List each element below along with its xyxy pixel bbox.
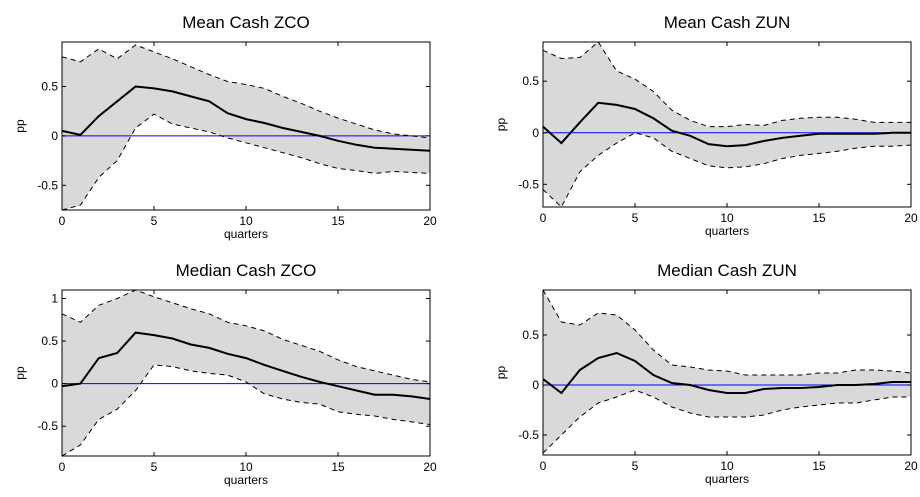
x-tick-label: 15 — [812, 459, 826, 473]
y-tick-label: 0 — [532, 126, 539, 140]
x-tick-label: 20 — [423, 460, 437, 474]
upper-band-line — [61, 44, 431, 139]
estimate-line — [542, 351, 911, 395]
x-tick-label: 5 — [151, 214, 158, 228]
y-tick-label: 0.5 — [522, 74, 539, 88]
panel-mean-cash-zco: 0 5 10 15 20 -0.5 0 0.5 Mean Cash ZCO pp quarte… — [13, 13, 437, 241]
confidence-band — [543, 42, 911, 207]
estimate-line — [61, 85, 431, 152]
panel-mean-cash-zun: 0 5 10 15 20 -0.5 0 0.5 Mean Cash ZUN pp quarte… — [494, 13, 918, 238]
confidence-band — [62, 290, 430, 456]
upper-band-line — [542, 289, 912, 376]
x-tick-label: 0 — [540, 459, 547, 473]
upper-band-line — [542, 41, 911, 128]
estimate-line — [61, 331, 431, 400]
plot-area: 0 5 10 15 20 -0.5 0 0.5 — [37, 41, 437, 228]
x-tick-label: 10 — [720, 211, 734, 225]
chart-title: Mean Cash ZUN — [664, 13, 791, 32]
y-tick-label: -0.5 — [518, 177, 539, 191]
y-tick-label: 0.5 — [41, 79, 58, 93]
x-axis-label: quarters — [224, 227, 268, 241]
x-axis-label: quarters — [705, 224, 749, 238]
y-tick-label: -0.5 — [518, 428, 539, 442]
x-tick-label: 5 — [632, 459, 639, 473]
y-tick-label: 0 — [532, 378, 539, 392]
x-tick-label: 10 — [239, 214, 253, 228]
x-tick-label: 20 — [904, 459, 918, 473]
y-tick-label: 1 — [51, 292, 58, 306]
x-axis-label: quarters — [705, 472, 749, 486]
y-tick-label: -0.5 — [37, 419, 58, 433]
y-axis-label: pp — [13, 119, 27, 133]
x-tick-label: 15 — [812, 211, 826, 225]
y-tick-label: 0 — [51, 129, 58, 143]
x-tick-label: 20 — [423, 214, 437, 228]
chart-title: Median Cash ZUN — [657, 261, 797, 280]
x-tick-label: 5 — [151, 460, 158, 474]
panel-median-cash-zco: 0 5 10 15 20 -0.5 0 0.5 1 Median Cash ZCO pp qua… — [13, 261, 437, 487]
x-tick-label: 10 — [239, 460, 253, 474]
lower-band-line — [61, 364, 431, 457]
x-tick-label: 0 — [540, 211, 547, 225]
x-tick-label: 15 — [331, 460, 345, 474]
confidence-band — [62, 45, 430, 210]
x-tick-label: 10 — [720, 459, 734, 473]
plot-area: 0 5 10 15 20 -0.5 0 0.5 — [518, 289, 918, 473]
panel-median-cash-zun: 0 5 10 15 20 -0.5 0 0.5 Median Cash ZUN pp quar… — [494, 261, 918, 486]
y-tick-label: -0.5 — [37, 178, 58, 192]
upper-band-line — [61, 289, 431, 383]
chart-title: Median Cash ZCO — [176, 261, 317, 280]
x-tick-label: 0 — [59, 460, 66, 474]
y-axis-label: pp — [494, 366, 508, 380]
y-tick-label: 0.5 — [522, 328, 539, 342]
plot-area: 0 5 10 15 20 -0.5 0 0.5 — [518, 41, 918, 225]
y-tick-label: 0 — [51, 377, 58, 391]
chart-title: Mean Cash ZCO — [182, 13, 310, 32]
y-axis-label: pp — [494, 118, 508, 132]
y-tick-label: 0.5 — [41, 334, 58, 348]
lower-band-line — [542, 389, 911, 454]
estimate-line — [542, 101, 911, 148]
x-tick-label: 0 — [59, 214, 66, 228]
plot-area: 0 5 10 15 20 -0.5 0 0.5 1 — [37, 289, 437, 474]
x-tick-label: 20 — [904, 211, 918, 225]
x-tick-label: 5 — [632, 211, 639, 225]
lower-band-line — [61, 113, 431, 211]
y-axis-label: pp — [13, 366, 27, 380]
x-axis-label: quarters — [224, 473, 268, 487]
x-tick-label: 15 — [331, 214, 345, 228]
